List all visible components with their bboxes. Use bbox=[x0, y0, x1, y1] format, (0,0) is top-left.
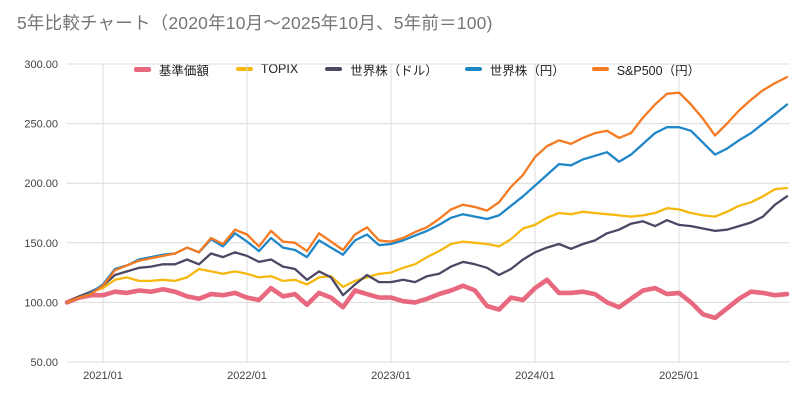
legend-label-world-jpy: 世界株（円） bbox=[489, 63, 565, 78]
legend-item-world-usd[interactable]: 世界株（ドル） bbox=[325, 60, 438, 79]
series-line-topix bbox=[65, 186, 789, 304]
legend-label-fund-nav: 基準価額 bbox=[158, 63, 209, 78]
x-tick-label: 2024/01 bbox=[515, 370, 555, 382]
legend-item-world-jpy[interactable]: 世界株（円） bbox=[464, 60, 565, 79]
legend-swatch-topix bbox=[235, 67, 253, 71]
legend-swatch-world-usd bbox=[325, 67, 343, 71]
legend-label-topix: TOPIX bbox=[260, 62, 299, 76]
legend-label-world-usd: 世界株（ドル） bbox=[350, 63, 438, 78]
y-tick-label: 100.00 bbox=[24, 297, 58, 309]
y-tick-label: 250.00 bbox=[24, 119, 58, 131]
series-line-sp500-jpy bbox=[65, 75, 789, 304]
chart-legend: 基準価額 TOPIX 世界株（ドル） 世界株（円） S&P500（円） bbox=[67, 58, 767, 80]
y-tick-label: 50.00 bbox=[30, 357, 58, 369]
series-line-fund-nav bbox=[64, 277, 790, 321]
legend-swatch-world-jpy bbox=[464, 67, 482, 71]
chart-title: 5年比較チャート（2020年10月〜2025年10月、5年前＝100) bbox=[17, 13, 493, 33]
legend-swatch-fund-nav bbox=[133, 66, 151, 72]
y-tick-label: 300.00 bbox=[24, 59, 58, 71]
y-tick-label: 150.00 bbox=[24, 238, 58, 250]
legend-item-fund-nav[interactable]: 基準価額 bbox=[133, 60, 209, 79]
x-tick-label: 2021/01 bbox=[83, 370, 123, 382]
legend-item-topix[interactable]: TOPIX bbox=[235, 62, 299, 76]
series-line-world-usd bbox=[65, 195, 789, 304]
x-tick-label: 2022/01 bbox=[227, 370, 267, 382]
y-tick-label: 200.00 bbox=[24, 178, 58, 190]
x-tick-label: 2023/01 bbox=[371, 370, 411, 382]
x-tick-label: 2025/01 bbox=[659, 370, 699, 382]
legend-swatch-sp500-jpy bbox=[591, 67, 609, 71]
